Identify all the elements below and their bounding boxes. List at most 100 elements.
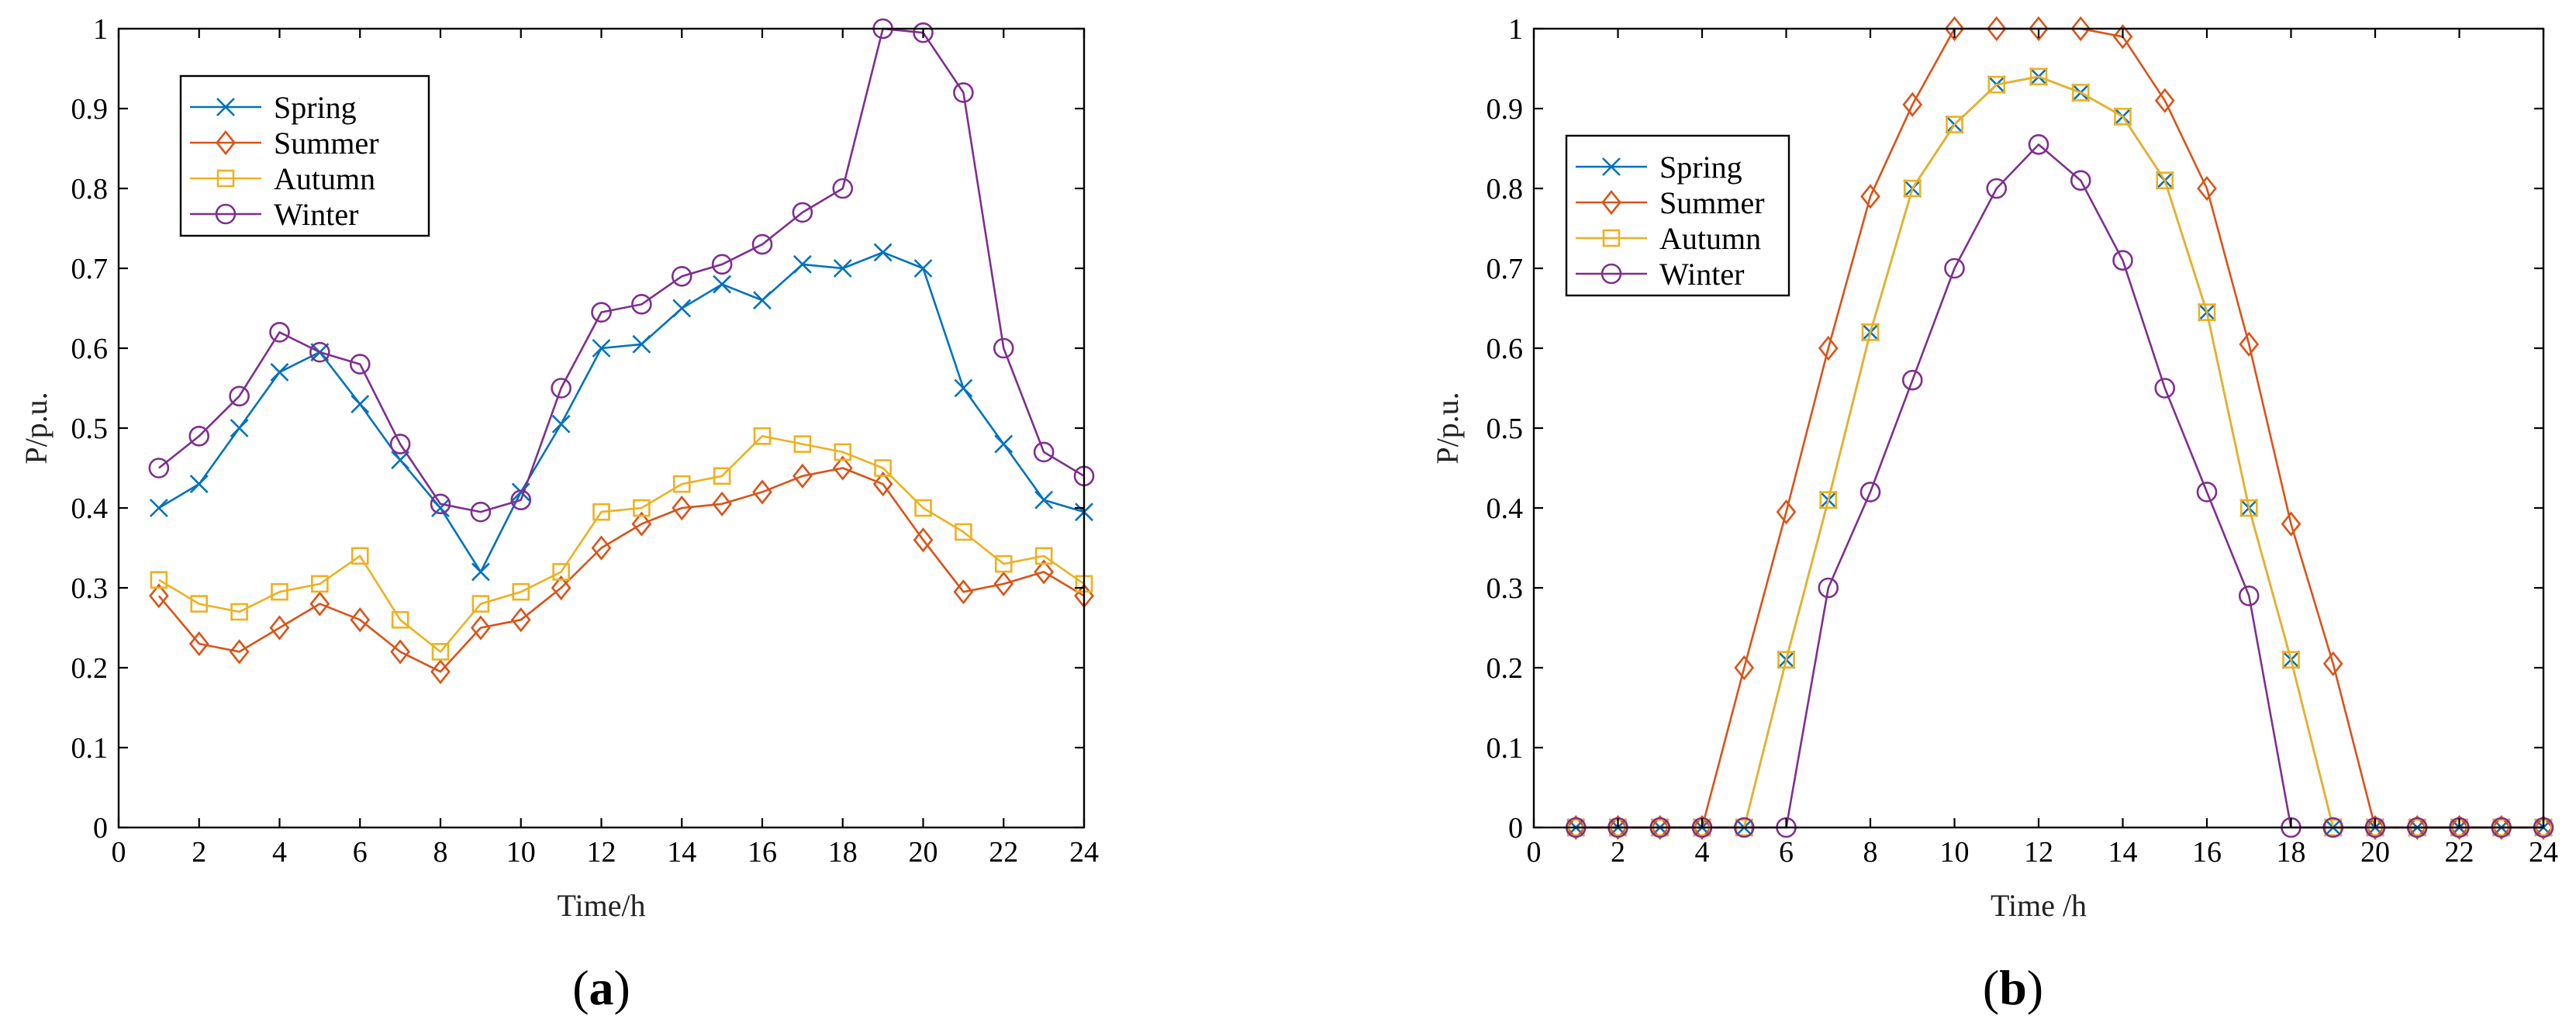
data-point-winter-a xyxy=(671,265,692,287)
data-point-spring-a xyxy=(672,299,692,318)
legend-marker-autumn-b xyxy=(1602,229,1621,247)
legend-marker-winter-b xyxy=(1601,263,1622,285)
x-tick-label-b: 4 xyxy=(1695,836,1710,869)
data-point-winter-a xyxy=(430,493,451,515)
y-tick-label-b: 0.1 xyxy=(1487,732,1524,765)
x-tick-label-a: 16 xyxy=(748,836,777,869)
data-point-autumn-a xyxy=(955,523,972,541)
data-point-autumn-a xyxy=(350,547,369,565)
data-point-spring-a xyxy=(149,499,168,517)
data-point-summer-b xyxy=(2029,16,2049,42)
panel-label-a-letter: a xyxy=(589,960,614,1015)
data-point-summer-b xyxy=(2197,175,2217,202)
data-point-summer-b xyxy=(1649,814,1670,841)
y-tick-label-b: 0 xyxy=(1508,812,1523,845)
chart-panel-a: 0 2 4 6 8 10 12 14 16 18 20 22 2400.10.20.30.40.50.6… xyxy=(19,13,1099,1015)
data-point-autumn-a xyxy=(471,595,490,613)
data-point-spring-a xyxy=(431,499,450,517)
legend-label-summer-a: Summer xyxy=(274,126,379,161)
data-point-summer-a xyxy=(269,615,290,641)
data-point-winter-a xyxy=(148,458,170,478)
data-point-autumn-a xyxy=(834,443,852,461)
data-point-spring-a xyxy=(913,259,933,278)
data-point-autumn-b xyxy=(2198,303,2216,321)
legend-label-spring-a: Spring xyxy=(274,90,357,125)
y-tick-label-a: 0.5 xyxy=(71,413,109,445)
y-tick-label-a: 1 xyxy=(93,13,108,46)
x-tick-label-a: 14 xyxy=(667,836,696,869)
data-point-summer-a xyxy=(149,583,169,609)
data-point-summer-a xyxy=(913,527,934,553)
y-tick-label-a: 0.7 xyxy=(71,253,109,285)
data-point-autumn-a xyxy=(994,555,1013,573)
data-point-winter-a xyxy=(993,337,1014,359)
data-point-spring-a xyxy=(833,259,852,278)
y-tick-label-b: 0.7 xyxy=(1487,253,1524,285)
panel-label-b-letter: b xyxy=(1999,960,2027,1015)
data-point-winter-a xyxy=(510,489,532,511)
legend-marker-spring-a xyxy=(216,98,235,116)
data-point-winter-b xyxy=(1944,257,1965,279)
data-point-summer-a xyxy=(510,607,531,633)
data-point-summer-a xyxy=(390,639,410,665)
data-point-spring-a xyxy=(873,243,893,262)
data-point-summer-b xyxy=(2407,814,2428,841)
data-point-autumn-b xyxy=(2156,171,2174,189)
data-point-spring-a xyxy=(954,378,973,398)
data-point-autumn-a xyxy=(271,582,288,601)
legend-label-spring-b: Spring xyxy=(1659,150,1742,185)
data-point-autumn-a xyxy=(391,610,409,629)
data-point-summer-a xyxy=(832,455,853,481)
y-tick-label-b: 0.3 xyxy=(1487,572,1524,605)
data-point-summer-b xyxy=(2449,814,2470,841)
x-tick-label-a: 10 xyxy=(506,836,536,869)
x-tick-label-b: 22 xyxy=(2445,836,2474,869)
data-point-winter-b xyxy=(1901,369,1923,391)
data-point-summer-b xyxy=(2533,814,2554,841)
x-tick-label-a: 4 xyxy=(272,836,287,869)
data-point-spring-a xyxy=(230,419,249,437)
y-tick-label-a: 0.9 xyxy=(71,93,109,126)
data-point-summer-b xyxy=(2322,651,2343,676)
x-axis-label-a: Time/h xyxy=(557,888,645,923)
y-tick-label-a: 0.4 xyxy=(71,492,109,525)
y-tick-label-b: 0.5 xyxy=(1487,413,1524,445)
data-point-summer-a xyxy=(229,639,250,665)
data-point-autumn-b xyxy=(1903,179,1922,198)
y-tick-label-a: 0.2 xyxy=(71,652,109,685)
data-point-winter-a xyxy=(389,434,411,454)
data-point-spring-a xyxy=(753,291,772,310)
data-point-autumn-a xyxy=(793,435,812,453)
panel-label-b: (b) xyxy=(1983,960,2043,1015)
legend-marker-spring-b xyxy=(1602,157,1621,176)
data-point-summer-b xyxy=(1860,184,1880,209)
data-point-autumn-a xyxy=(874,459,892,477)
legend-label-winter-a: Winter xyxy=(274,197,358,232)
legend-marker-summer-a xyxy=(216,130,236,156)
x-tick-label-a: 8 xyxy=(433,836,448,869)
series-line-spring-a xyxy=(158,251,1085,573)
legend-marker-autumn-a xyxy=(216,169,235,188)
data-point-summer-a xyxy=(712,491,732,516)
x-tick-label-b: 2 xyxy=(1611,836,1625,869)
data-point-summer-a xyxy=(471,615,491,641)
data-point-autumn-a xyxy=(914,499,932,517)
data-point-summer-b xyxy=(2239,331,2260,357)
legend-label-summer-b: Summer xyxy=(1659,185,1765,220)
data-point-autumn-b xyxy=(2114,108,2132,126)
data-point-spring-a xyxy=(189,475,209,494)
data-point-summer-b xyxy=(1944,16,1965,42)
data-point-autumn-b xyxy=(2029,67,2048,86)
data-point-winter-a xyxy=(309,341,330,363)
data-point-summer-a xyxy=(993,571,1014,596)
x-tick-label-b: 20 xyxy=(2360,836,2390,869)
x-tick-label-b: 0 xyxy=(1527,836,1542,869)
x-tick-label-b: 12 xyxy=(2024,836,2053,869)
panel-label-a: (a) xyxy=(572,960,630,1015)
x-tick-label-a: 22 xyxy=(989,836,1018,869)
data-point-autumn-a xyxy=(311,575,329,593)
data-point-autumn-a xyxy=(633,499,651,517)
x-tick-label-b: 16 xyxy=(2192,836,2222,869)
y-tick-label-a: 0.6 xyxy=(71,333,109,365)
x-axis-label-b: Time /h xyxy=(1991,888,2087,923)
